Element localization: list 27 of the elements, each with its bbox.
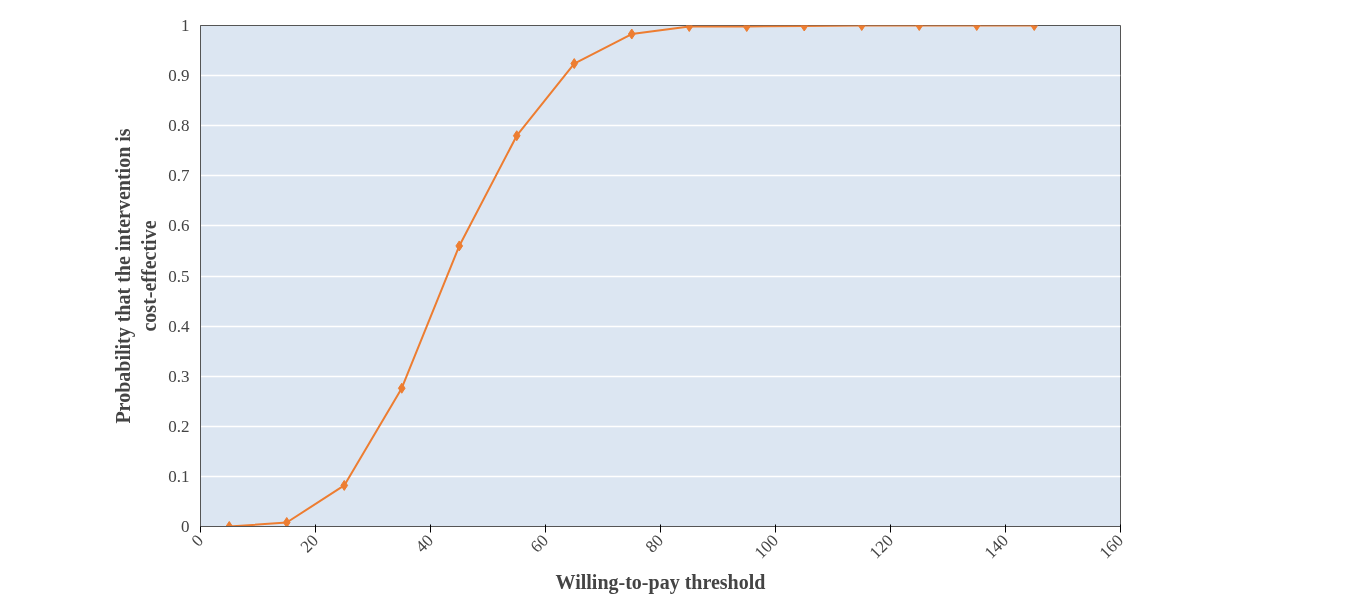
point [455, 240, 464, 252]
y-axis-title: Probability that the intervention is cost-effective [111, 128, 161, 424]
x-tick-label: 100 [750, 530, 783, 563]
y-tick-label: 1 [181, 16, 190, 35]
y-tick-label: 0.6 [168, 216, 190, 236]
point [570, 58, 579, 70]
x-tick-label: 40 [411, 530, 438, 557]
y-tick-label: 0.1 [168, 466, 190, 486]
x-tick-label: 80 [641, 530, 668, 557]
y-tick-label: 0.9 [168, 66, 190, 86]
x-tick-label: 60 [526, 530, 553, 557]
y-tick-label: 0.2 [168, 416, 190, 436]
y-tick-label: 0.8 [168, 116, 190, 136]
point [340, 479, 349, 491]
y-tick-label: 0.4 [168, 316, 190, 336]
x-tick-label: 20 [296, 530, 323, 557]
point [282, 516, 291, 527]
point [512, 130, 521, 142]
y-tick-label: 0 [181, 517, 190, 536]
point [397, 382, 406, 394]
x-tick-label: 120 [865, 530, 898, 563]
x-axis-title: Willing-to-pay threshold [555, 571, 766, 595]
x-tick-label: 160 [1095, 530, 1128, 563]
y-tick-label: 0.7 [168, 166, 190, 186]
y-tick-label: 0.5 [168, 266, 190, 286]
y-tick-label: 0.3 [168, 366, 190, 386]
x-tick-label: 140 [980, 530, 1013, 563]
